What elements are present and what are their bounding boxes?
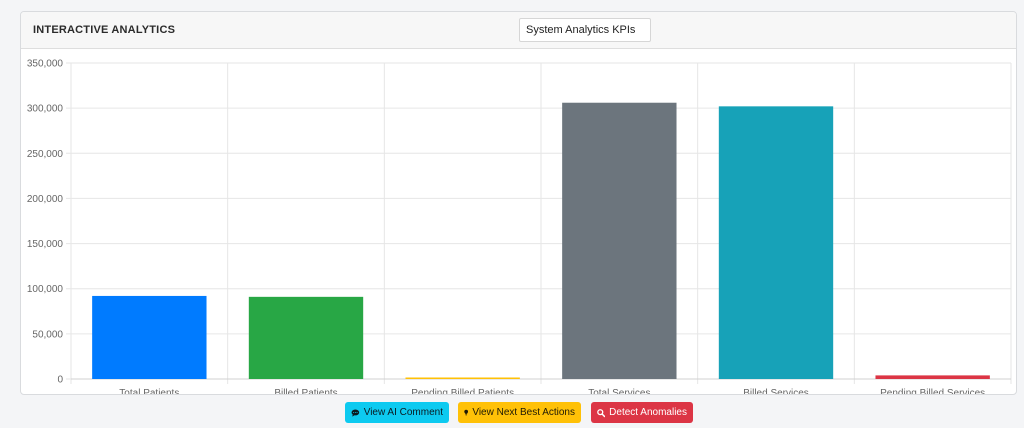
y-tick-label: 100,000 [27, 284, 64, 295]
bar [248, 296, 364, 379]
x-tick-label: Pending Billed Patients [411, 388, 514, 395]
y-tick-label: 50,000 [32, 329, 63, 340]
lightbulb-icon [464, 409, 469, 416]
y-tick-label: 350,000 [27, 59, 64, 70]
y-tick-label: 200,000 [27, 194, 64, 205]
x-tick-label: Billed Patients [274, 388, 337, 395]
analytics-card: INTERACTIVE ANALYTICS System Analytics K… [20, 11, 1017, 395]
bar [92, 295, 207, 379]
detect-anomalies-label: Detect Anomalies [609, 407, 687, 418]
x-tick-label: Pending Billed Services [880, 388, 985, 395]
view-ai-comment-button[interactable]: View AI Comment [345, 402, 449, 423]
bar [718, 106, 834, 379]
action-bar: View AI Comment View Next Best Actions D… [0, 402, 1024, 424]
y-tick-label: 0 [57, 375, 63, 386]
x-tick-label: Billed Services [743, 388, 809, 395]
y-tick-label: 150,000 [27, 239, 64, 250]
detect-anomalies-button[interactable]: Detect Anomalies [591, 402, 693, 423]
bar [562, 102, 677, 380]
bar-chart-svg: 0 50,000 100,000 150,000 200,000 250,000 300,0… [27, 59, 1012, 395]
card-header: INTERACTIVE ANALYTICS System Analytics K… [21, 12, 1016, 49]
y-tick-label: 250,000 [27, 149, 64, 160]
comment-icon [351, 409, 360, 417]
view-next-best-actions-button[interactable]: View Next Best Actions [458, 402, 581, 423]
y-tick-label: 300,000 [27, 104, 64, 115]
bar-chart: 0 50,000 100,000 150,000 200,000 250,000 300,0… [21, 49, 1016, 395]
card-title: INTERACTIVE ANALYTICS [33, 24, 176, 36]
bar [405, 377, 520, 379]
view-ai-comment-label: View AI Comment [363, 407, 443, 418]
x-tick-label: Total Patients [119, 388, 179, 395]
bar [875, 375, 990, 379]
x-tick-label: Total Services [588, 388, 650, 395]
search-icon [597, 408, 606, 417]
view-next-best-actions-label: View Next Best Actions [472, 407, 575, 418]
kpi-select[interactable]: System Analytics KPIs [519, 18, 651, 42]
